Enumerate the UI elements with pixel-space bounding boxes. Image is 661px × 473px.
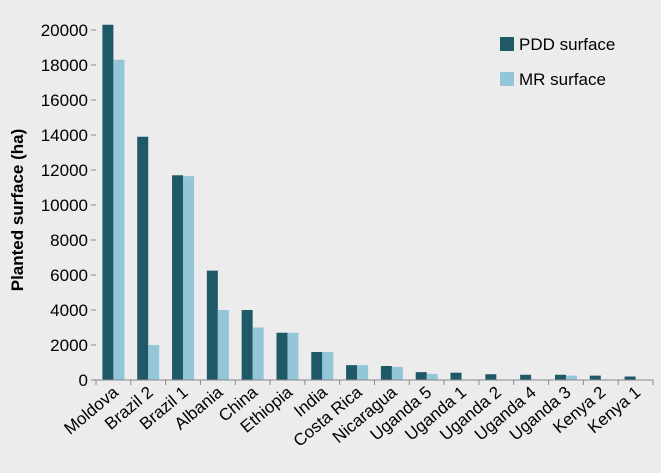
bar-pdd-uganda-4 — [520, 374, 532, 380]
bar-pdd-uganda-3 — [554, 374, 566, 380]
bar-mr-uganda-5 — [426, 373, 438, 380]
bar-pdd-china — [241, 310, 253, 380]
bar-pdd-uganda-2 — [485, 374, 497, 380]
y-tick-label: 20000 — [41, 21, 88, 40]
bar-pdd-moldova — [102, 24, 114, 380]
bar-mr-uganda-3 — [565, 375, 577, 380]
bar-pdd-brazil-1 — [172, 175, 184, 380]
bar-pdd-nicaragua — [380, 366, 392, 380]
bar-pdd-uganda-5 — [415, 372, 427, 380]
bar-mr-india — [322, 352, 334, 380]
bar-mr-ethiopia — [287, 332, 299, 380]
legend-label: MR surface — [519, 70, 606, 89]
bar-pdd-ethiopia — [276, 332, 288, 380]
bar-mr-china — [252, 327, 264, 380]
legend-label: PDD surface — [519, 35, 615, 54]
bar-mr-brazil-1 — [183, 176, 195, 380]
bars — [102, 24, 636, 380]
y-tick-label: 6000 — [50, 266, 88, 285]
y-tick-label: 18000 — [41, 56, 88, 75]
y-tick-label: 16000 — [41, 91, 88, 110]
y-tick-label: 12000 — [41, 161, 88, 180]
bar-pdd-costa-rica — [346, 365, 358, 380]
bar-mr-moldova — [113, 59, 125, 380]
bar-pdd-india — [311, 352, 323, 380]
y-axis-ticks: 0 2000 4000 6000 8000 10000 12000 14000 16000 180… — [41, 21, 96, 390]
bar-pdd-albania — [206, 270, 218, 380]
bar-mr-albania — [217, 310, 229, 380]
bar-mr-costa-rica — [357, 365, 369, 380]
y-tick-label: 0 — [79, 371, 88, 390]
legend-swatch — [500, 72, 514, 86]
bar-mr-nicaragua — [391, 366, 403, 380]
bar-pdd-kenya-2 — [589, 375, 601, 380]
legend-swatch — [500, 37, 514, 51]
bar-mr-brazil-2 — [148, 345, 160, 380]
bar-pdd-kenya-1 — [624, 376, 636, 380]
y-tick-label: 4000 — [50, 301, 88, 320]
bar-pdd-uganda-1 — [450, 372, 462, 380]
y-tick-label: 8000 — [50, 231, 88, 250]
y-axis-title-group: Planted surface (ha) — [8, 129, 27, 292]
y-tick-label: 14000 — [41, 126, 88, 145]
legend: PDD surface MR surface — [500, 35, 615, 89]
y-tick-label: 2000 — [50, 336, 88, 355]
bar-pdd-brazil-2 — [137, 136, 149, 380]
y-axis-title: Planted surface (ha) — [8, 129, 27, 292]
y-tick-label: 10000 — [41, 196, 88, 215]
